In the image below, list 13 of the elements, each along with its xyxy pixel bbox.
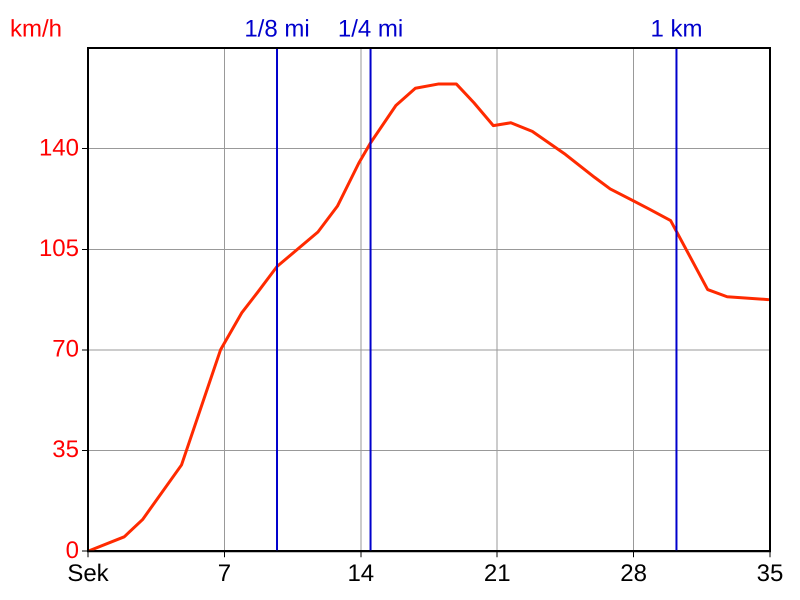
ref-line-label: 1/4 mi bbox=[338, 16, 404, 43]
x-tick-label: 14 bbox=[347, 560, 374, 588]
x-tick-label: 35 bbox=[756, 560, 784, 588]
y-tick-label: 35 bbox=[52, 436, 79, 464]
y-tick-label: 70 bbox=[52, 336, 79, 363]
y-tick-label: 105 bbox=[38, 234, 79, 262]
x-tick-label: 28 bbox=[620, 560, 647, 588]
y-tick-label: 140 bbox=[38, 134, 79, 162]
x-tick-label: 21 bbox=[484, 560, 511, 588]
x-tick-label: 7 bbox=[218, 560, 232, 588]
ref-line-label: 1 km bbox=[650, 16, 702, 43]
ref-line-label: 1/8 mi bbox=[244, 16, 310, 43]
y-axis-title: km/h bbox=[10, 16, 62, 43]
